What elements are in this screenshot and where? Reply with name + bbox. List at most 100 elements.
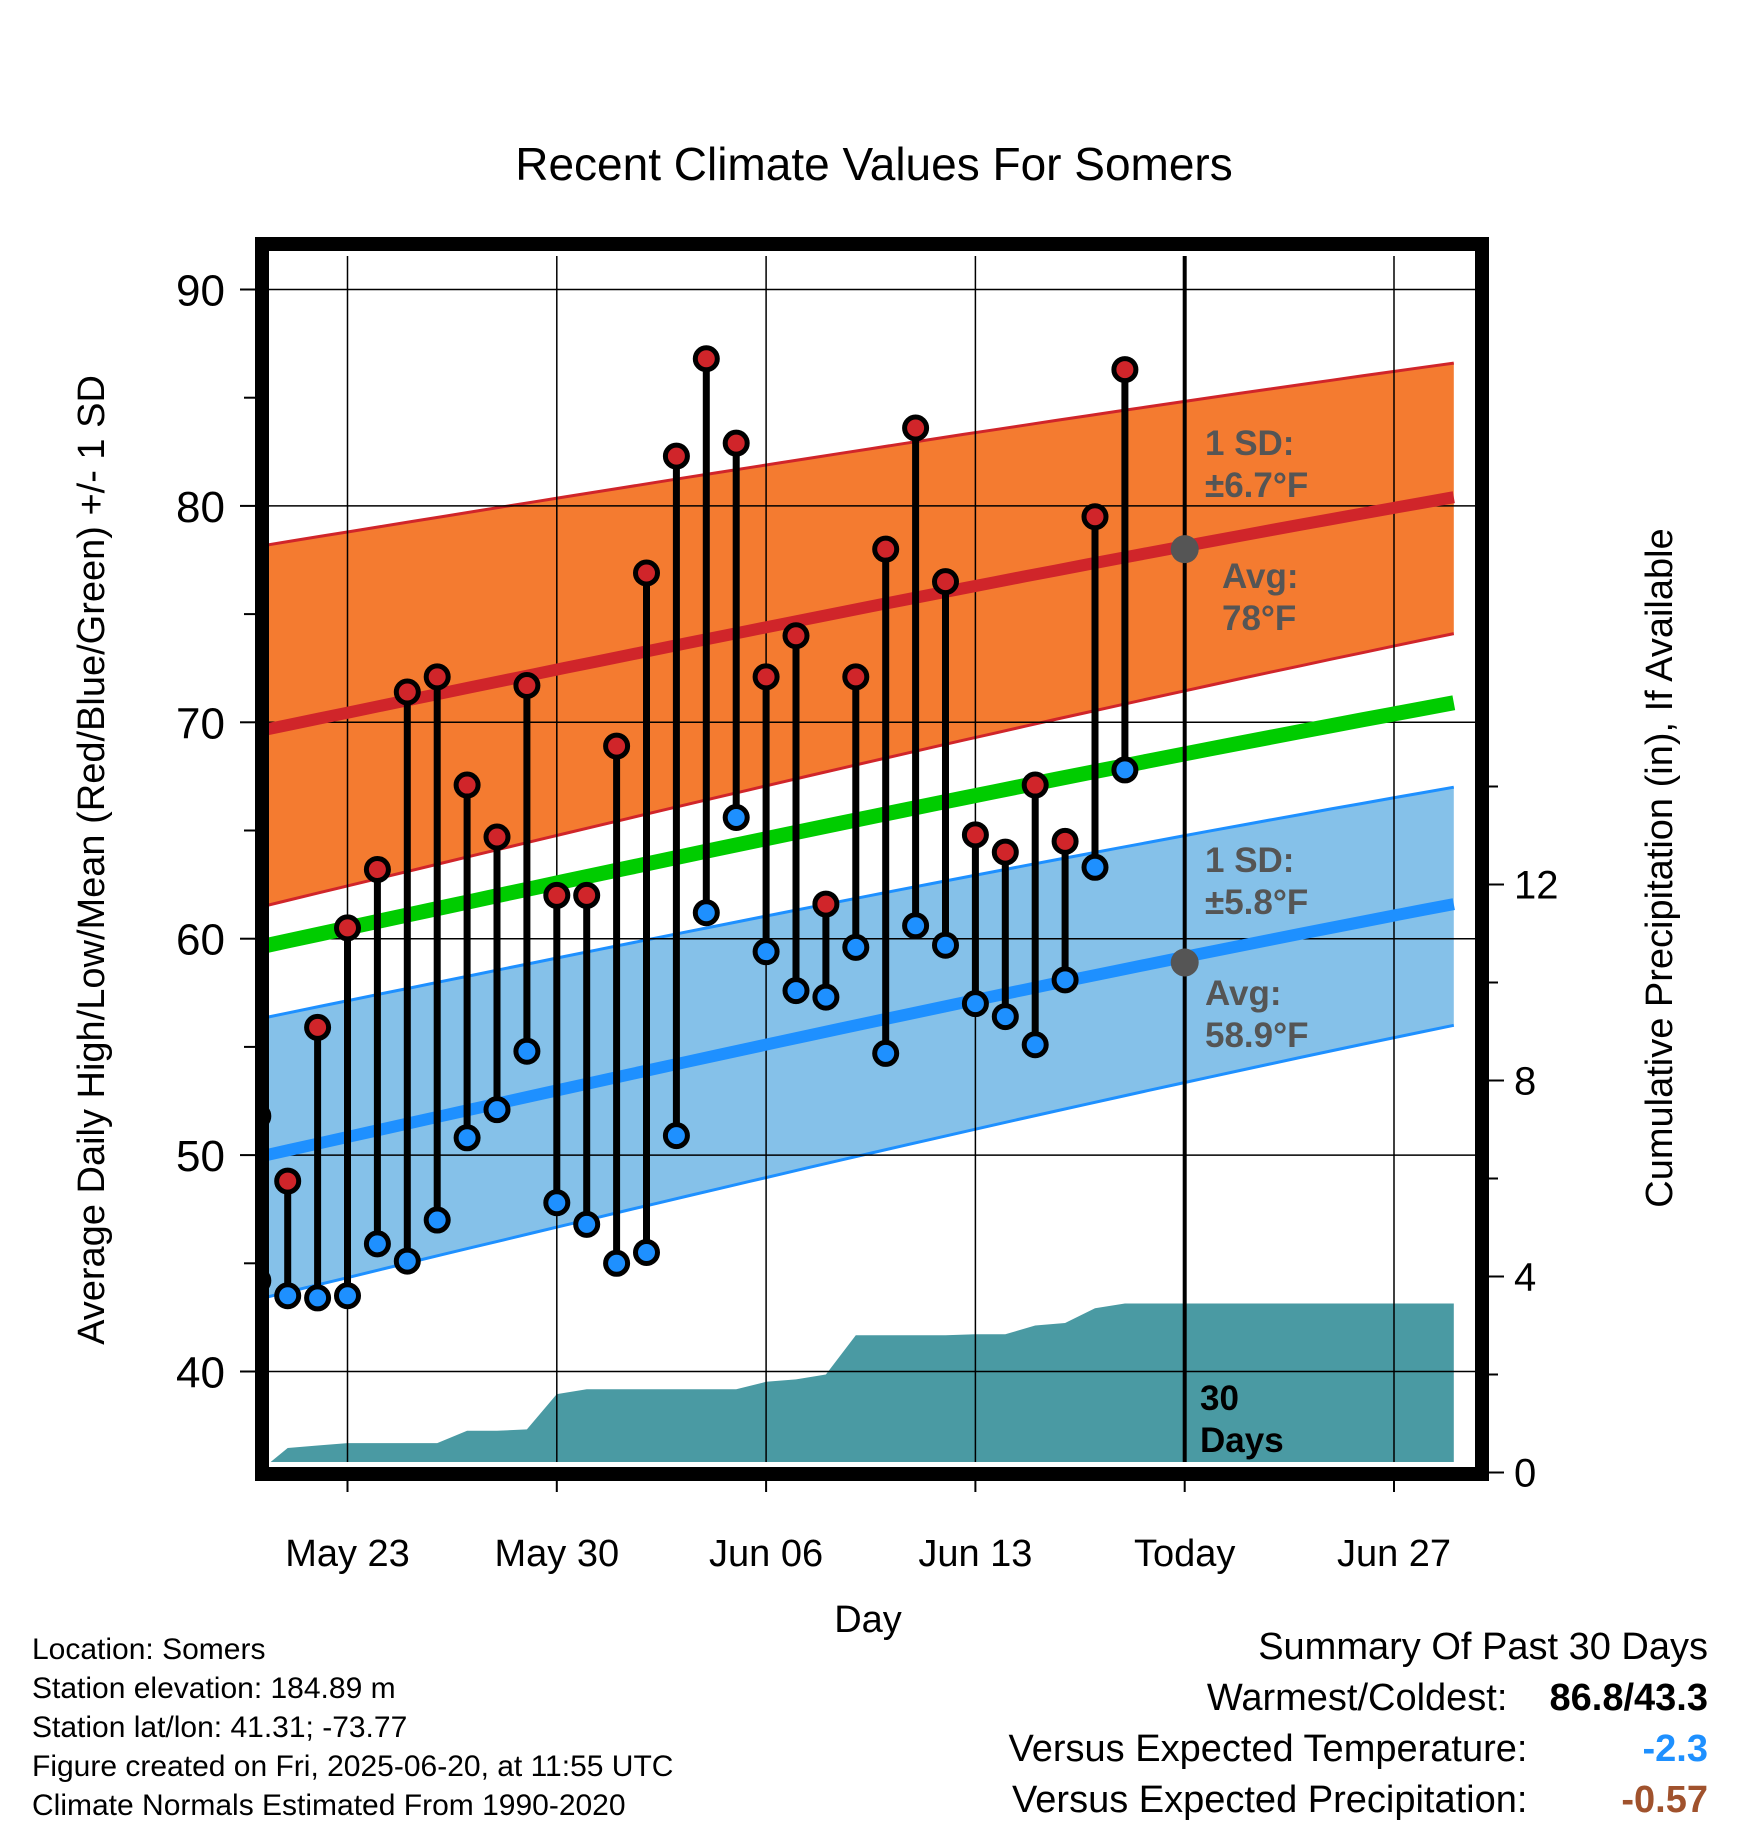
normals-text: Climate Normals Estimated From 1990-2020	[32, 1789, 626, 1822]
temp-anomaly-label: Versus Expected Temperature:	[1008, 1728, 1528, 1770]
daily-high-point	[1051, 827, 1079, 855]
y-tick-label: 50	[176, 1132, 225, 1181]
precipitation-area	[268, 1303, 1454, 1462]
precip-anomaly-label: Versus Expected Precipitation:	[1012, 1779, 1528, 1821]
daily-low-point	[513, 1037, 541, 1065]
daily-low-point	[782, 977, 810, 1005]
daily-low-point	[812, 983, 840, 1011]
low-mean-line	[268, 898, 1455, 1161]
daily-high-point	[334, 914, 361, 942]
high-mean-line	[268, 491, 1455, 736]
x-tick-label: Jun 06	[709, 1533, 823, 1575]
created-text: Figure created on Fri, 2025-06-20, at 11…	[32, 1750, 674, 1783]
location-text: Location: Somers	[32, 1633, 266, 1666]
low-sd-value: ±5.8°F	[1205, 883, 1308, 922]
daily-high-point	[991, 838, 1019, 866]
x-tick-label: Today	[1134, 1533, 1235, 1575]
daily-high-point	[573, 881, 601, 909]
daily-low-point	[1051, 966, 1079, 994]
daily-low-point	[692, 899, 720, 927]
y-right-tick-label: 4	[1514, 1256, 1536, 1300]
daily-high-point	[662, 442, 690, 470]
plot-frame	[255, 237, 1489, 1481]
daily-high-point	[453, 771, 481, 799]
high-avg-marker	[1170, 535, 1199, 564]
daily-high-point	[393, 678, 421, 706]
x-tick-label: May 30	[494, 1533, 619, 1575]
daily-high-point	[812, 890, 840, 918]
daily-low-point	[932, 931, 959, 959]
high-avg-label: Avg:	[1222, 557, 1298, 596]
high-sd-lower-line	[268, 632, 1455, 907]
temp-anomaly-value: -2.3	[1642, 1728, 1708, 1770]
daily-low-point	[872, 1039, 900, 1067]
daily-high-point	[752, 663, 780, 691]
x-axis-label: Day	[834, 1599, 902, 1641]
daily-low-point	[991, 1003, 1019, 1031]
y-right-tick-label: 0	[1514, 1452, 1536, 1496]
daily-low-point	[662, 1122, 690, 1150]
daily-low-point	[393, 1247, 421, 1275]
daily-low-point	[603, 1249, 631, 1277]
daily-low-point	[274, 1282, 302, 1310]
daily-low-point	[752, 938, 780, 966]
low-avg-marker	[1170, 948, 1199, 977]
daily-high-point	[1081, 503, 1109, 531]
high-sd-label: 1 SD:	[1205, 424, 1294, 463]
daily-low-point	[633, 1238, 660, 1266]
daily-low-point	[1021, 1031, 1049, 1059]
summary-title: Summary Of Past 30 Days	[1258, 1626, 1708, 1668]
y-tick-label: 40	[176, 1349, 225, 1398]
daily-low-point	[1081, 853, 1109, 881]
daily-high-point	[902, 414, 930, 442]
daily-high-point	[1021, 771, 1049, 799]
daily-low-point	[363, 1230, 391, 1258]
window-unit: Days	[1200, 1421, 1284, 1460]
latlon-text: Station lat/lon: 41.31; -73.77	[32, 1711, 408, 1744]
x-tick-label: Jun 27	[1337, 1533, 1451, 1575]
plot-area	[268, 256, 1476, 1462]
daily-high-point	[842, 663, 870, 691]
y-tick-label: 60	[176, 916, 225, 965]
low-sd-band	[268, 787, 1454, 1297]
summary-precip: Versus Expected Precipitation: -0.57	[1009, 1775, 1708, 1826]
summary-warm-cold: Warmest/Coldest: 86.8/43.3	[1009, 1673, 1708, 1724]
low-avg-label: Avg:	[1205, 974, 1281, 1013]
daily-high-point	[1111, 356, 1139, 384]
high-sd-band	[268, 363, 1454, 906]
daily-high-point	[423, 663, 451, 691]
high-sd-upper-line	[268, 361, 1455, 547]
mean-line	[268, 695, 1456, 953]
daily-low-point	[1111, 756, 1139, 784]
daily-low-point	[842, 933, 870, 961]
daily-low-point	[961, 990, 989, 1018]
x-tick-label: Jun 13	[918, 1533, 1032, 1575]
y-axis-label: Average Daily High/Low/Mean (Red/Blue/Gr…	[71, 375, 113, 1345]
low-sd-upper-line	[268, 785, 1455, 1019]
summary-temp: Versus Expected Temperature: -2.3	[1009, 1724, 1708, 1775]
daily-high-point	[872, 535, 900, 563]
daily-high-point	[274, 1167, 302, 1195]
daily-high-point	[722, 429, 750, 457]
y-tick-label: 80	[176, 483, 225, 532]
low-avg-value: 58.9°F	[1205, 1016, 1309, 1055]
high-avg-value: 78°F	[1222, 599, 1296, 638]
warm-cold-label: Warmest/Coldest:	[1206, 1677, 1508, 1719]
warm-cold-value: 86.8/43.3	[1549, 1677, 1708, 1719]
daily-low-point	[423, 1206, 451, 1234]
daily-high-point	[603, 732, 631, 760]
daily-low-point	[453, 1124, 481, 1152]
y-axis-label-right: Cumulative Precipitation (in), If Availa…	[1639, 528, 1681, 1207]
daily-low-point	[902, 912, 930, 940]
daily-high-point	[633, 559, 660, 587]
daily-high-point	[782, 622, 810, 650]
high-sd-value: ±6.7°F	[1205, 466, 1308, 505]
daily-high-point	[513, 672, 541, 700]
y-right-tick-label: 8	[1514, 1060, 1536, 1104]
low-sd-lower-line	[268, 1023, 1455, 1299]
daily-low-point	[304, 1284, 332, 1312]
x-tick-label: May 23	[285, 1533, 410, 1575]
precip-anomaly-value: -0.57	[1621, 1779, 1708, 1821]
daily-high-point	[692, 345, 720, 373]
